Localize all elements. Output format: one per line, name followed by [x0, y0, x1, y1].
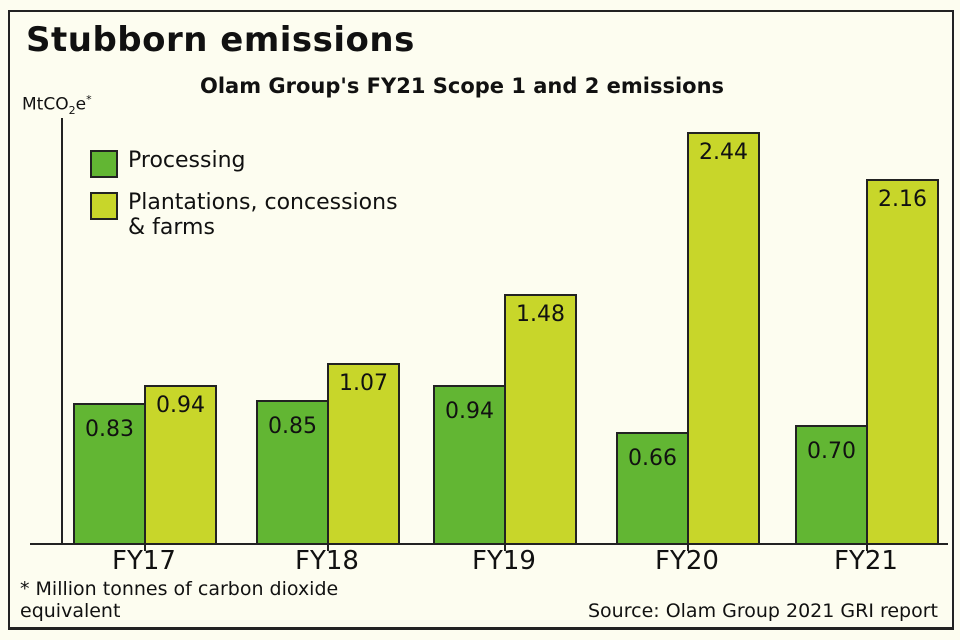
legend-label-plantations: Plantations, concessions & farms	[128, 190, 398, 240]
x-tick-label-fy20: FY20	[655, 546, 719, 576]
legend-label-line1: Plantations, concessions	[128, 190, 398, 215]
legend-label-processing: Processing	[128, 148, 246, 173]
x-tick	[327, 543, 329, 551]
bar-value-label: 2.44	[699, 140, 748, 165]
y-axis-unit-label: MtCO2e*	[22, 93, 92, 118]
bar-plantations-fy17: 0.94	[144, 385, 217, 543]
bar-value-label: 0.66	[628, 446, 677, 471]
x-tick-label-fy17: FY17	[112, 546, 176, 576]
legend-item-plantations: Plantations, concessions & farms	[90, 190, 398, 240]
x-tick-label-fy19: FY19	[472, 546, 536, 576]
bar-value-label: 0.70	[807, 439, 856, 464]
chart-frame	[8, 10, 954, 630]
x-tick	[866, 543, 868, 551]
chart-title: Stubborn emissions	[26, 20, 415, 60]
legend-swatch-plantations	[90, 192, 118, 220]
chart-subtitle: Olam Group's FY21 Scope 1 and 2 emission…	[200, 74, 725, 98]
x-axis-line	[30, 543, 948, 545]
legend-label-line2: & farms	[128, 215, 215, 240]
x-tick	[144, 543, 146, 551]
bar-plantations-fy21: 2.16	[866, 179, 939, 543]
bar-value-label: 0.85	[268, 414, 317, 439]
legend: Processing Plantations, concessions & fa…	[90, 148, 398, 252]
bar-value-label: 2.16	[878, 187, 927, 212]
bar-processing-fy20: 0.66	[616, 432, 689, 543]
footnote-line1: * Million tonnes of carbon dioxide	[20, 578, 339, 600]
footnote-line2: equivalent	[20, 600, 121, 622]
bar-processing-fy18: 0.85	[256, 400, 329, 543]
x-tick	[687, 543, 689, 551]
bar-value-label: 0.94	[445, 399, 494, 424]
bar-plantations-fy19: 1.48	[504, 294, 577, 543]
bar-plantations-fy18: 1.07	[327, 363, 400, 543]
footnote: * Million tonnes of carbon dioxide equiv…	[20, 578, 338, 622]
bar-value-label: 1.48	[516, 302, 565, 327]
legend-swatch-processing	[90, 150, 118, 178]
bar-value-label: 0.94	[156, 393, 205, 418]
source-note: Source: Olam Group 2021 GRI report	[588, 600, 938, 622]
y-axis-line	[61, 118, 63, 545]
x-tick	[504, 543, 506, 551]
x-tick-label-fy21: FY21	[834, 546, 898, 576]
bar-processing-fy19: 0.94	[433, 385, 506, 543]
x-tick-label-fy18: FY18	[295, 546, 359, 576]
bar-plantations-fy20: 2.44	[687, 132, 760, 543]
legend-item-processing: Processing	[90, 148, 398, 178]
bar-processing-fy17: 0.83	[73, 403, 146, 543]
bar-processing-fy21: 0.70	[795, 425, 868, 543]
bar-value-label: 1.07	[339, 371, 388, 396]
bar-value-label: 0.83	[85, 417, 134, 442]
